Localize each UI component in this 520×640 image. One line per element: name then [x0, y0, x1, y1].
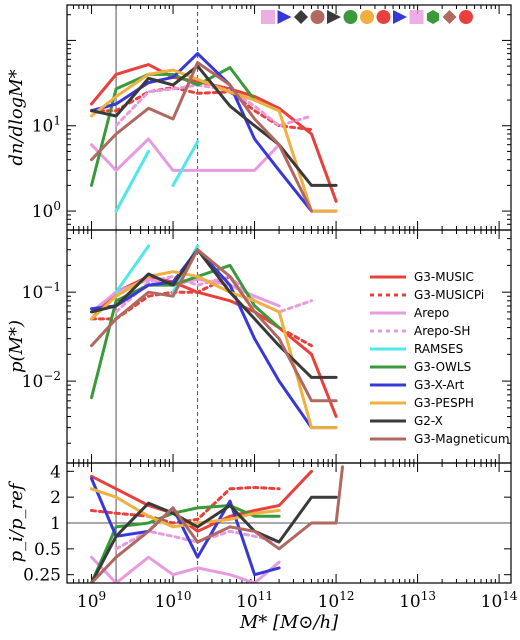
legend-label-ramses: RAMSES [414, 342, 463, 356]
y-tick-label-0-5: 0.5 [34, 540, 61, 560]
marker-circle-13 [459, 10, 473, 24]
y-tick-label-10-1: 101 [32, 114, 61, 137]
marker-circle-6 [343, 10, 358, 24]
panel-middle-ticks [66, 229, 511, 463]
panel-bottom: 0.25 0.5 1 2 4 p_i/p_ref 109 1010 1011 1012 1013 10… [6, 462, 518, 633]
series-line-ramses [114, 244, 150, 294]
y-axis-label-middle: p(M*) [6, 320, 27, 373]
series-line-g3-x-art [90, 477, 281, 577]
legend: G3-MUSIC G3-MUSICPi Arepo Arepo-SH RAMSES G3-… [370, 270, 510, 446]
y-tick-label-10-2: 10−2 [22, 369, 61, 392]
marker-square-10 [409, 10, 424, 24]
legend-label-g3-musicpi: G3-MUSICPi [414, 288, 484, 302]
series-line-g2-x [90, 248, 338, 379]
panel-middle-series [90, 244, 338, 430]
panel-top-reference-lines [115, 5, 199, 230]
y-tick-label-0-25: 0.25 [23, 566, 61, 586]
series-line-ramses [171, 140, 200, 187]
markers-row [261, 10, 473, 24]
y-tick-label-2: 2 [50, 488, 61, 508]
series-line-g3-magneticum [90, 465, 344, 583]
marker-square-1 [261, 10, 275, 24]
series-line-arepo [90, 137, 281, 172]
x-tick-label-10-11: 1011 [236, 589, 273, 612]
series-line-g3-x-art [90, 248, 338, 430]
series-line-g2-x [90, 64, 338, 187]
series-line-g2-x [90, 495, 338, 583]
x-tick-label-10-13: 1013 [399, 589, 436, 612]
series-line-g3-x-art [90, 52, 338, 213]
marker-circle-7 [360, 10, 374, 24]
x-axis-label: M* [M⊙/h] [239, 612, 339, 633]
series-line-g3-musicpi [90, 485, 281, 525]
legend-label-g3-music: G3-MUSIC [414, 270, 474, 284]
series-line-g3-music [90, 469, 313, 533]
series-line-g3-magneticum [90, 61, 313, 213]
legend-label-arepo-sh: Arepo-SH [414, 324, 470, 338]
series-line-g3-magneticum [90, 248, 338, 403]
marker-triangle-right-2 [277, 10, 292, 24]
legend-label-g3-pesph: G3-PESPH [414, 396, 474, 410]
marker-diamond-3 [294, 10, 308, 24]
legend-label-g3-x-art: G3-X-Art [414, 378, 464, 392]
panel-middle-reference-lines [115, 230, 199, 463]
legend-label-g2-x: G2-X [414, 414, 443, 428]
legend-label-g3-magneticum: G3-Magneticum [414, 432, 510, 446]
series-line-g3-owls [90, 66, 281, 187]
y-tick-label-10-0: 100 [32, 199, 61, 222]
panel-top-series [90, 52, 338, 213]
marker-triangle-right-5 [327, 10, 341, 24]
x-tick-label-10-9: 109 [77, 589, 106, 612]
marker-circle-4 [310, 10, 325, 24]
marker-triangle-right-9 [393, 10, 407, 24]
y-axis-label-bottom: p_i/p_ref [6, 480, 27, 562]
series-line-arepo [90, 555, 281, 583]
legend-label-arepo: Arepo [414, 306, 449, 320]
legend-label-g3-owls: G3-OWLS [414, 360, 471, 374]
y-axis-label-top: dn/dlogM* [6, 69, 27, 165]
marker-hexagon-11 [426, 10, 440, 24]
marker-circle-8 [376, 10, 391, 24]
panel-bottom-frame [66, 462, 512, 584]
x-tick-label-10-10: 1010 [155, 589, 192, 612]
y-tick-label-10-1: 10−1 [22, 280, 61, 303]
y-tick-label-4: 4 [50, 462, 61, 482]
x-tick-label-10-12: 1012 [318, 589, 355, 612]
marker-diamond-12 [442, 10, 457, 24]
x-tick-label-10-14: 1014 [481, 589, 518, 612]
panel-bottom-series [90, 465, 344, 583]
y-tick-label-1: 1 [50, 514, 61, 534]
panel-bottom-reference-lines [67, 463, 511, 583]
series-line-ramses [114, 149, 150, 213]
